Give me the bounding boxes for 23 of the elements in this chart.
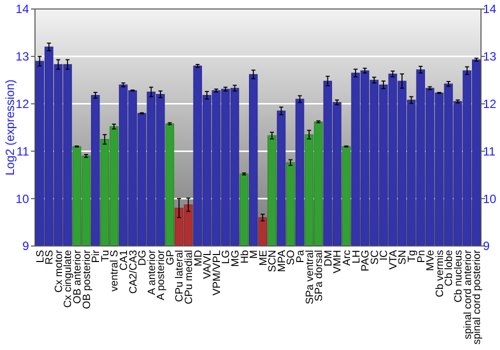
y-tick-label: 10 (16, 192, 30, 206)
y2-tick-label: 14 (483, 2, 497, 16)
y-tick-label: 14 (16, 2, 30, 16)
y2-tick-label: 9 (483, 239, 490, 254)
x-tick-label: OB posterior (80, 250, 93, 309)
y2-tick-label: 11 (483, 144, 496, 158)
x-tick-label: CA2/CA3 (127, 250, 140, 294)
y2-tick-label: 12 (483, 97, 497, 111)
y-axis-title: Log2 (expression) (3, 79, 18, 176)
y2-tick-label: 13 (483, 50, 497, 64)
x-tick-label: MVe (424, 250, 437, 272)
x-tick-label: LH (350, 250, 362, 264)
y-tick-label: 9 (22, 239, 30, 254)
y2-tick-label: 10 (483, 192, 497, 206)
x-tick-label: Hb (238, 250, 251, 264)
y-tick-label: 11 (16, 144, 30, 158)
x-tick-label: CPu medial (182, 250, 195, 304)
x-tick-label: spinal cord posterior (471, 249, 484, 345)
y-tick-label: 12 (16, 97, 30, 111)
y-tick-label: 13 (16, 50, 30, 64)
x-tick-label: MD (192, 250, 204, 266)
x-tick-label: LS (34, 250, 46, 263)
x-tick-label: spinal cord anterior (462, 249, 474, 340)
